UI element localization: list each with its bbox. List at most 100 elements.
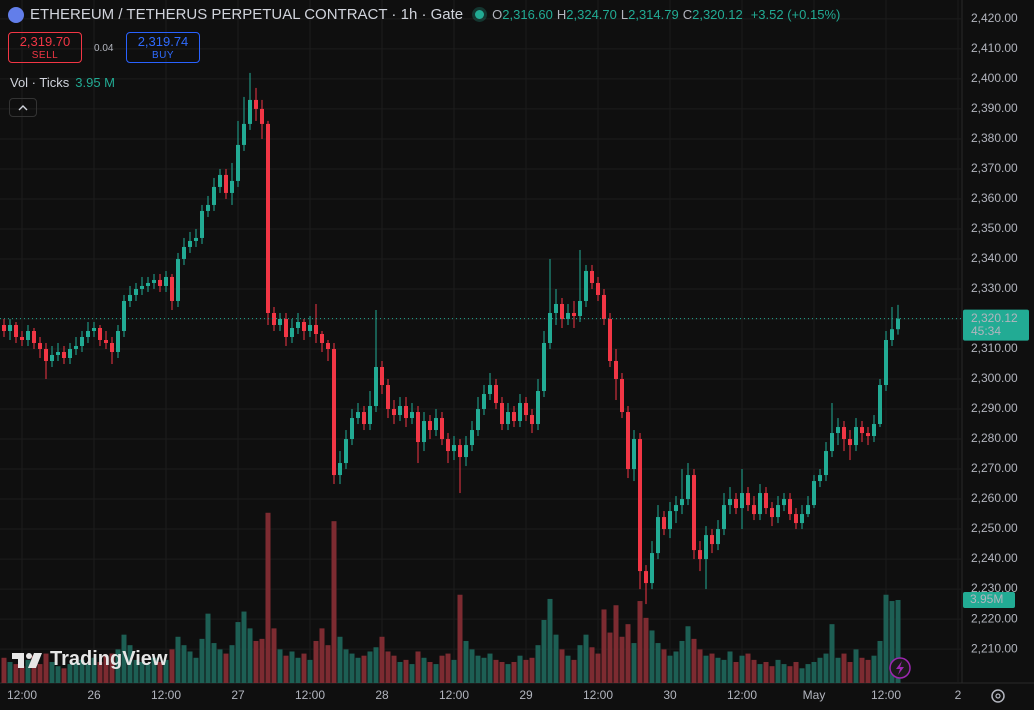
volume-bar <box>775 659 781 683</box>
candle-body <box>841 427 846 440</box>
candle-body <box>757 493 762 515</box>
candle-body <box>338 463 343 476</box>
candle-body <box>853 427 858 446</box>
candle-body <box>356 412 361 419</box>
candle-body <box>829 433 834 452</box>
volume-bar <box>49 661 55 683</box>
volume-bar <box>283 655 289 683</box>
market-status <box>475 10 485 19</box>
candle-body <box>200 210 205 238</box>
candle-body <box>242 123 247 145</box>
volume-bar <box>181 645 187 683</box>
buy-price[interactable]: 2,319.74 <box>137 34 189 49</box>
candle-body <box>182 246 187 259</box>
candle-body <box>559 303 564 319</box>
volume-bar <box>613 605 619 683</box>
candle-body <box>440 418 445 440</box>
candle-body <box>823 451 828 476</box>
buy-button[interactable]: 2,319.74 BUY <box>126 32 200 63</box>
sell-button[interactable]: 2,319.70 SELL <box>8 32 82 63</box>
volume-bar <box>247 628 253 683</box>
candle-body <box>188 240 193 247</box>
settings-icon[interactable] <box>991 689 1005 703</box>
volume-bar <box>391 655 397 683</box>
candle-body <box>709 535 714 545</box>
ohlc-key: L <box>620 7 629 22</box>
volume-title: Vol · Ticks <box>10 75 70 90</box>
candle-body <box>224 174 229 193</box>
logo-part[interactable] <box>26 652 32 659</box>
volume-bar <box>529 657 535 683</box>
volume-bar <box>67 664 73 683</box>
volume-bar <box>97 661 103 683</box>
volume-bar <box>295 657 301 683</box>
volume-bar <box>733 661 739 683</box>
volume-bar <box>409 664 415 683</box>
buy-label[interactable]: BUY <box>151 50 175 61</box>
logo-part[interactable] <box>12 652 24 668</box>
candle-body <box>332 349 337 476</box>
volume-bar <box>637 601 643 683</box>
sell-price[interactable]: 2,319.70 <box>19 34 71 49</box>
sell-label[interactable]: SELL <box>31 50 59 61</box>
brand-name[interactable]: TradingView <box>50 648 168 670</box>
candle-body <box>703 535 708 560</box>
volume-bar <box>535 645 541 683</box>
candle-body <box>571 312 576 316</box>
candle-body <box>164 276 169 286</box>
x-tick-label: May <box>803 688 826 702</box>
logo-part[interactable] <box>28 652 42 668</box>
volume-bar <box>109 653 115 683</box>
chevron[interactable] <box>18 105 28 111</box>
candle-body <box>745 493 750 506</box>
candle-body <box>817 475 822 482</box>
candle-body <box>260 108 265 124</box>
volume-bar <box>289 651 295 683</box>
candle-body <box>416 412 421 443</box>
volume-bar <box>565 655 571 683</box>
grid <box>0 0 962 683</box>
candle-body <box>685 475 690 500</box>
volume-bar <box>337 636 343 683</box>
candle-body <box>8 324 13 331</box>
candle-body <box>86 330 91 337</box>
y-tick-label: 2,360.00 <box>971 191 1018 205</box>
candle-body <box>464 445 469 458</box>
volume-bar <box>523 659 529 683</box>
volume-bar <box>877 640 883 683</box>
collapse-button[interactable] <box>9 98 37 117</box>
volume-bar <box>763 661 769 683</box>
branding[interactable]: TradingView <box>12 648 167 671</box>
volume-bar <box>457 594 463 683</box>
volume-bar <box>205 613 211 683</box>
volume-bar <box>541 619 547 683</box>
volume-bar <box>319 628 325 683</box>
candle-body <box>68 349 73 359</box>
lightning-glyph[interactable] <box>896 661 904 675</box>
candle-body <box>799 514 804 524</box>
volume-bar <box>259 638 265 683</box>
volume-bar <box>811 661 817 683</box>
volume-bar <box>883 594 889 683</box>
lightning-button[interactable] <box>889 657 911 679</box>
candle-body <box>50 355 55 362</box>
volume-bar <box>481 657 487 683</box>
volume-bar <box>607 632 613 683</box>
brand-logo[interactable] <box>12 651 46 669</box>
gear-center[interactable] <box>995 693 1001 699</box>
volume-bar <box>805 664 811 683</box>
candle-body <box>835 427 840 434</box>
symbol-title[interactable]: ETHEREUM / TETHERUS PERPETUAL CONTRACT ·… <box>30 6 464 23</box>
candle-body <box>739 493 744 509</box>
volume-bar <box>655 643 661 683</box>
candle-body <box>499 403 504 425</box>
collapse-icon[interactable] <box>10 99 36 116</box>
candle-body <box>284 318 289 337</box>
gear[interactable] <box>991 689 1005 703</box>
candle-body <box>775 505 780 518</box>
candle-body <box>883 339 888 386</box>
candle-body <box>727 499 732 506</box>
volume-bar <box>631 643 637 683</box>
volume-bar <box>781 664 787 683</box>
candle-body <box>254 99 259 109</box>
